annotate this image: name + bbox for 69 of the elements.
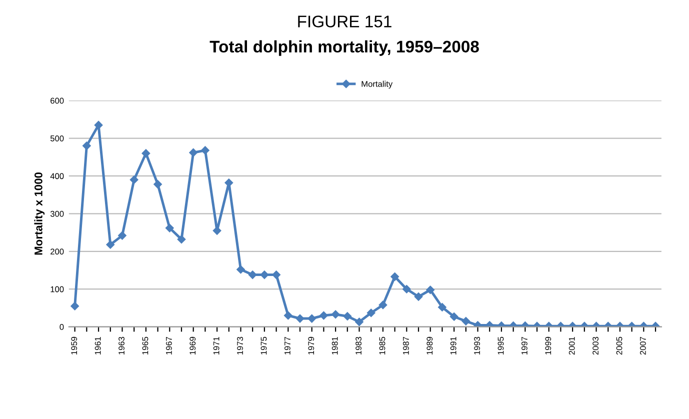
x-tick-label: 2005 [616,336,622,355]
point [390,272,399,281]
point [414,292,423,301]
point [450,312,458,321]
point [154,180,162,188]
point [366,308,376,317]
point [118,231,126,240]
x-tick-label: 1965 [142,336,148,354]
point [438,303,446,312]
y-tick-label: 0 [60,324,64,330]
x-tick-label: 1969 [190,336,196,354]
point [331,310,340,319]
x-tick-label: 1989 [426,336,433,354]
y-tick-label: 600 [50,98,64,104]
x-tick-label: 1963 [118,336,124,354]
x-tick-label: 1999 [545,336,552,354]
point [378,300,388,310]
point [106,240,115,249]
point [82,142,91,150]
point [355,318,364,326]
point [426,286,434,294]
point [272,270,280,279]
legend-label: Mortality [362,80,393,89]
y-tick-label: 500 [50,135,64,142]
x-tick-label: 1991 [450,336,456,354]
x-tick-label: 2007 [640,336,646,355]
x-tick-label: 1987 [402,336,409,354]
point [320,311,328,320]
point [201,146,210,154]
point [474,321,482,327]
chart-title: FIGURE 151 [298,16,392,28]
chart-subtitle: Total dolphin mortality, 1959–2008 [210,40,479,56]
point [402,284,411,294]
point [212,226,222,235]
x-tick-label: 1985 [379,336,386,354]
point [462,317,470,326]
x-tick-label: 1981 [332,336,338,354]
y-tick-label: 200 [50,248,64,254]
x-tick-label: 1995 [498,336,504,354]
x-tick-label: 1975 [260,336,267,354]
point [308,314,316,323]
x-tick-label: 1977 [284,336,290,354]
point [296,314,304,323]
x-tick-label: 2003 [592,336,598,355]
x-tick-label: 1979 [308,336,314,354]
point [248,270,257,279]
point [189,148,198,157]
x-tick-label: 1993 [474,336,480,354]
x-tick-label: 1959 [71,336,78,354]
point [177,235,186,244]
point [284,311,292,320]
x-tick-label: 1971 [213,336,220,354]
point [70,302,79,310]
x-tick-label: 1983 [356,336,362,354]
point [130,176,138,184]
point [343,312,352,320]
x-tick-label: 2001 [568,336,575,355]
y-axis-title: Mortality x 1000 [34,172,45,255]
point [142,149,150,158]
x-tick-label: 1967 [166,336,172,354]
x-tick-label: 1973 [237,336,243,354]
y-tick-label: 300 [50,210,64,217]
x-tick-label: 1997 [521,336,528,354]
point [236,265,245,274]
x-tick-label: 1961 [94,336,101,354]
point [166,224,174,232]
y-tick-label: 400 [50,173,64,180]
y-tick-label: 100 [50,286,64,292]
point [260,270,269,279]
